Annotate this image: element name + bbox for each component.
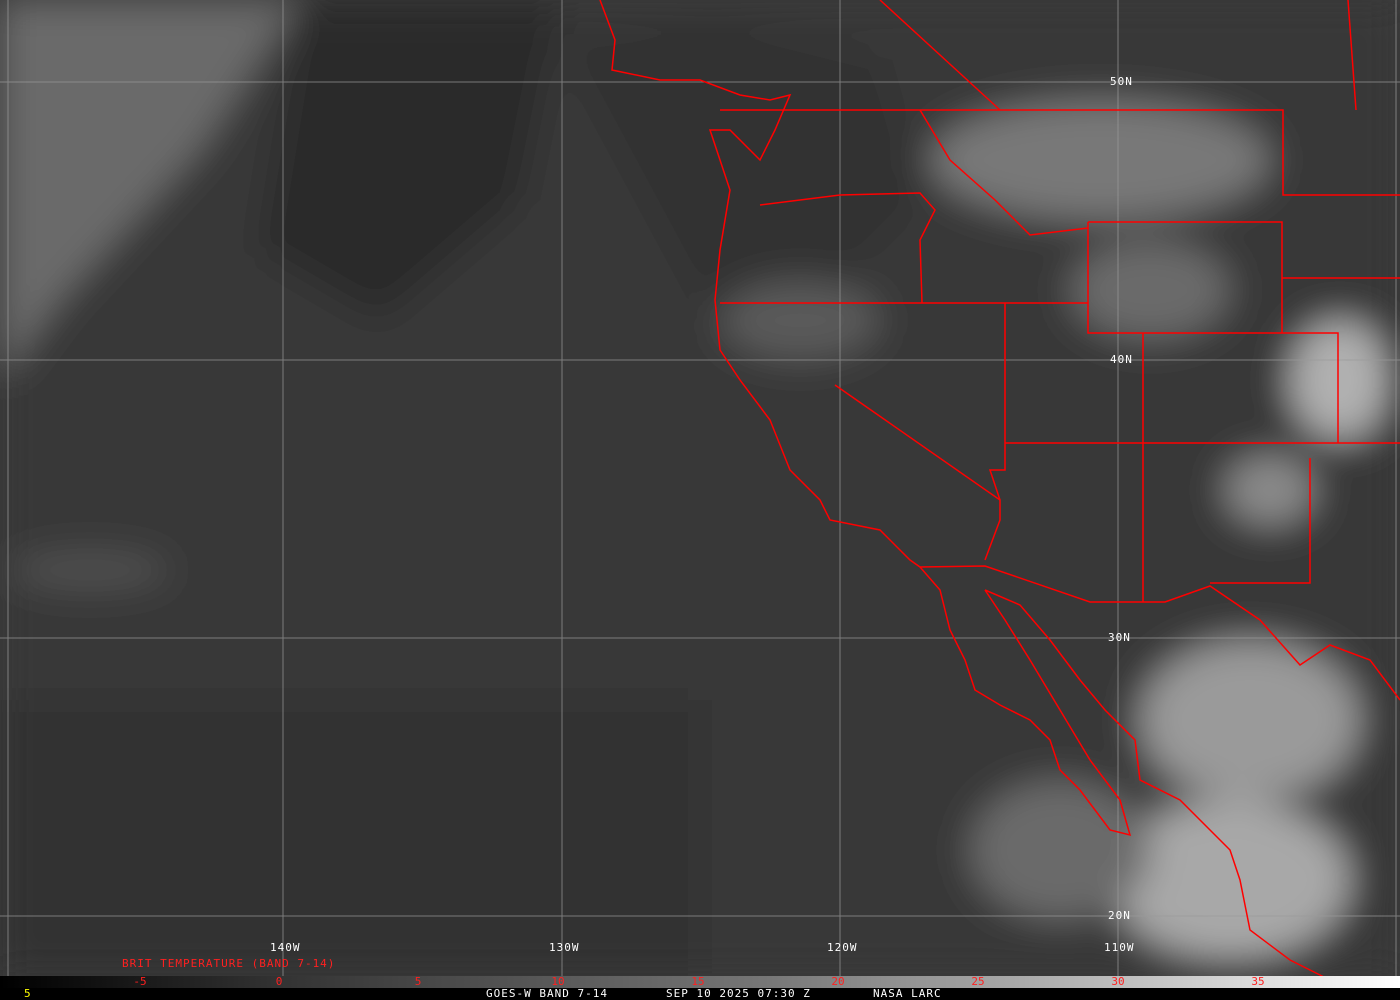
us-mexico-border [919, 565, 1400, 701]
mexico-north [879, 0, 1001, 111]
lat-label-30n: 30N [1108, 631, 1131, 644]
lon-label-140w: 140W [270, 941, 301, 954]
colorbar-tick: 20 [831, 975, 845, 988]
political-borders [599, 0, 1400, 1000]
ut-co [1087, 222, 1339, 443]
lon-label-110w: 110W [1104, 941, 1135, 954]
colorbar-tick: 25 [971, 975, 985, 988]
legend-title: BRIT TEMPERATURE (BAND 7-14) [122, 957, 336, 970]
cloud-layer [0, 0, 1400, 976]
nm-east [1210, 458, 1311, 584]
footer-value: 5 [24, 987, 32, 1000]
colorbar-tick: 5 [414, 975, 422, 988]
wa-or-border [759, 192, 936, 304]
footer-datetime: SEP 10 2025 07:30 Z [666, 987, 811, 1000]
colorbar-tick: 35 [1251, 975, 1265, 988]
lat-label-20n: 20N [1108, 909, 1131, 922]
colorbar [0, 976, 1400, 988]
wy [1088, 221, 1283, 333]
colorbar-tick: 10 [551, 975, 565, 988]
footer-satellite: GOES-W BAND 7-14 [486, 987, 608, 1000]
lat-label-50n: 50N [1110, 75, 1133, 88]
canada-border [720, 109, 1400, 196]
ca-nv-border [834, 384, 1001, 561]
lon-label-130w: 130W [549, 941, 580, 954]
mt-nd [1347, 0, 1357, 111]
id-mt [919, 109, 1089, 236]
lat-label-40n: 40N [1110, 353, 1133, 366]
footer-source: NASA LARC [873, 987, 942, 1000]
coastline-north [599, 0, 921, 568]
colorbar-tick: -5 [133, 975, 147, 988]
mainland-coast [984, 589, 1371, 1000]
footer-bar [0, 988, 1400, 1000]
graticule [0, 0, 1400, 976]
lon-label-120w: 120W [827, 941, 858, 954]
colorbar-tick: 30 [1111, 975, 1125, 988]
colorbar-tick: 0 [275, 975, 283, 988]
baja-coast [919, 566, 1132, 837]
colorbar-tick: 15 [691, 975, 705, 988]
nv-east [988, 303, 1006, 501]
